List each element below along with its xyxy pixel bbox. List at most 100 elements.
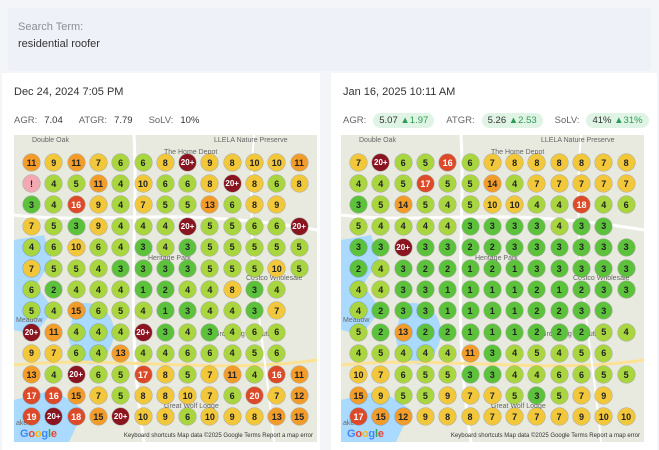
rank-pin[interactable]: 5 <box>372 344 390 362</box>
rank-pin[interactable]: 5 <box>416 387 434 405</box>
rank-pin[interactable]: 5 <box>394 175 412 193</box>
rank-pin[interactable]: 2 <box>372 302 390 320</box>
rank-pin[interactable]: 3 <box>394 302 412 320</box>
rank-pin[interactable]: 7 <box>550 408 568 426</box>
rank-pin[interactable]: 1 <box>134 281 152 299</box>
rank-pin[interactable]: 1 <box>506 281 524 299</box>
rank-pin[interactable]: 1 <box>439 302 457 320</box>
rank-pin[interactable]: 20+ <box>134 323 152 341</box>
rank-pin[interactable]: 3 <box>528 260 546 277</box>
rank-pin[interactable]: 5 <box>246 344 263 362</box>
rank-pin[interactable]: 20+ <box>67 366 85 383</box>
rank-pin[interactable]: 8 <box>223 281 241 299</box>
rank-pin[interactable]: 6 <box>595 344 613 362</box>
rank-pin[interactable]: 4 <box>45 175 63 193</box>
rank-pin[interactable]: 20+ <box>372 154 390 171</box>
rank-pin[interactable]: 7 <box>45 344 63 362</box>
rank-pin[interactable]: 5 <box>246 260 263 277</box>
rank-pin[interactable]: 4 <box>439 217 457 235</box>
rank-pin[interactable]: 11 <box>461 344 479 362</box>
rank-pin[interactable]: 4 <box>246 366 263 383</box>
rank-pin[interactable]: 4 <box>416 217 434 235</box>
rank-pin[interactable]: 6 <box>23 281 40 299</box>
rank-pin[interactable]: 1 <box>461 281 479 299</box>
rank-pin[interactable]: 4 <box>528 366 546 383</box>
rank-pin[interactable]: 9 <box>89 196 107 214</box>
rank-pin[interactable]: 9 <box>439 387 457 405</box>
rank-pin[interactable]: 8 <box>461 408 479 426</box>
rank-pin[interactable]: 20+ <box>290 217 308 235</box>
rank-pin[interactable]: 10 <box>134 175 152 193</box>
rank-pin[interactable]: 8 <box>506 154 524 171</box>
rank-pin[interactable]: 5 <box>112 302 130 320</box>
rank-pin[interactable]: 9 <box>89 217 107 235</box>
rank-pin[interactable]: 4 <box>179 281 197 299</box>
rank-pin[interactable]: 3 <box>550 260 568 277</box>
rank-pin[interactable]: 16 <box>268 366 286 383</box>
rank-pin[interactable]: 7 <box>595 175 613 193</box>
rank-pin[interactable]: 8 <box>528 154 546 171</box>
rank-pin[interactable]: 3 <box>350 196 367 214</box>
rank-pin[interactable]: 10 <box>617 408 635 426</box>
rank-pin[interactable]: 8 <box>201 175 219 193</box>
rank-pin[interactable]: 6 <box>179 175 197 193</box>
rank-pin[interactable]: 6 <box>89 366 107 383</box>
rank-pin[interactable]: 4 <box>550 196 568 214</box>
rank-pin[interactable]: 4 <box>201 281 219 299</box>
rank-pin[interactable]: 4 <box>156 238 174 256</box>
rank-pin[interactable]: 4 <box>223 323 241 341</box>
rank-pin[interactable]: 16 <box>67 196 85 214</box>
map-attribution[interactable]: Keyboard shortcuts Map data ©2025 Google… <box>450 433 640 439</box>
rank-pin[interactable]: 4 <box>45 196 63 214</box>
rank-pin[interactable]: 13 <box>112 344 130 362</box>
rank-pin[interactable]: 7 <box>23 260 40 277</box>
rank-pin[interactable]: 14 <box>483 175 501 193</box>
rank-pin[interactable]: 1 <box>550 281 568 299</box>
rank-pin[interactable]: 4 <box>112 323 130 341</box>
rank-pin[interactable]: 4 <box>372 281 390 299</box>
rank-pin[interactable]: 10 <box>483 196 501 214</box>
rank-pin[interactable]: 7 <box>201 366 219 383</box>
rank-pin[interactable]: 5 <box>246 238 263 256</box>
rank-pin[interactable]: 5 <box>223 260 241 277</box>
rank-pin[interactable]: 1 <box>506 323 524 341</box>
rank-pin[interactable]: 1 <box>461 260 479 277</box>
rank-pin[interactable]: 8 <box>290 175 308 193</box>
rank-pin[interactable]: 4 <box>268 281 286 299</box>
rank-pin[interactable]: 10 <box>268 260 286 277</box>
rank-pin[interactable]: 4 <box>506 175 524 193</box>
rank-pin[interactable]: 7 <box>461 387 479 405</box>
rank-pin[interactable]: 5 <box>45 217 63 235</box>
rank-pin[interactable]: 4 <box>372 217 390 235</box>
rank-pin[interactable]: 5 <box>528 344 546 362</box>
rank-pin[interactable]: 20+ <box>223 175 241 193</box>
rank-pin[interactable]: 2 <box>156 281 174 299</box>
rank-pin[interactable]: 4 <box>89 281 107 299</box>
rank-pin[interactable]: 1 <box>483 323 501 341</box>
rank-pin[interactable]: 6 <box>156 175 174 193</box>
rank-pin[interactable]: 4 <box>67 323 85 341</box>
rank-pin[interactable]: 4 <box>156 217 174 235</box>
rank-pin[interactable]: 5 <box>112 387 130 405</box>
rank-pin[interactable]: 5 <box>179 366 197 383</box>
rank-pin[interactable]: 3 <box>112 260 130 277</box>
rank-pin[interactable]: 4 <box>89 323 107 341</box>
rank-pin[interactable]: 1 <box>506 302 524 320</box>
rank-pin[interactable]: 11 <box>223 366 241 383</box>
rank-pin[interactable]: 4 <box>67 281 85 299</box>
rank-pin[interactable]: 3 <box>156 323 174 341</box>
rank-pin[interactable]: 3 <box>134 238 152 256</box>
rank-pin[interactable]: 3 <box>595 260 613 277</box>
rank-map[interactable]: Double Oak LLELA Nature Preserve The Home … <box>14 135 317 442</box>
rank-pin[interactable]: 6 <box>246 323 263 341</box>
rank-pin[interactable]: 6 <box>268 217 286 235</box>
rank-pin[interactable]: 12 <box>394 408 412 426</box>
rank-pin[interactable]: 8 <box>550 154 568 171</box>
rank-pin[interactable]: 2 <box>461 238 479 256</box>
rank-pin[interactable]: 3 <box>573 217 590 235</box>
rank-pin[interactable]: 5 <box>223 217 241 235</box>
rank-pin[interactable]: 7 <box>483 408 501 426</box>
rank-pin[interactable]: 2 <box>528 281 546 299</box>
rank-pin[interactable]: 17 <box>416 175 434 193</box>
rank-pin[interactable]: 7 <box>89 387 107 405</box>
